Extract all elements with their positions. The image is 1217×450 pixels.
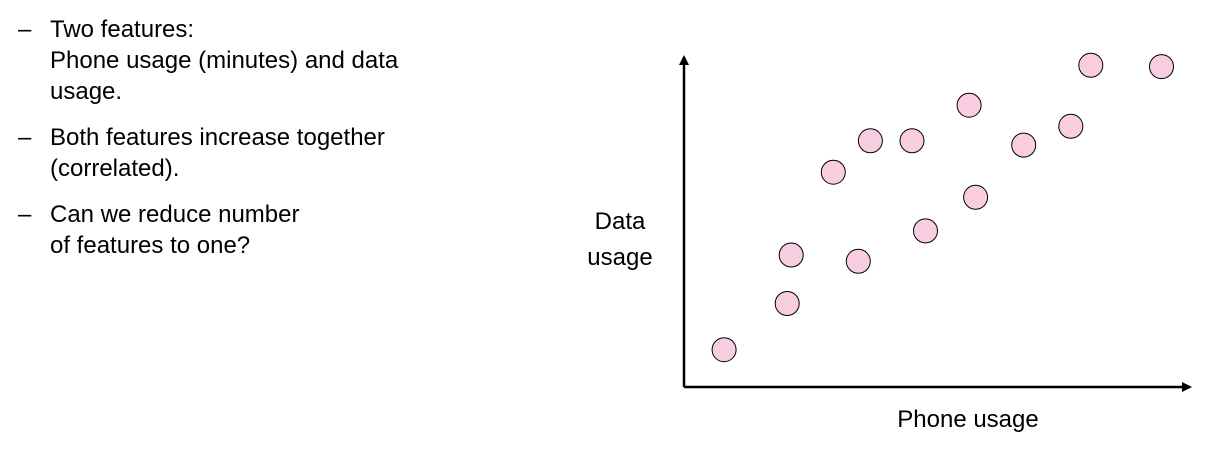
bullet-line: usage. (50, 78, 123, 105)
bullet-line: Phone usage (minutes) and data (50, 47, 399, 74)
scatter-point (774, 291, 800, 316)
scatter-point (899, 128, 925, 154)
scatter-point (820, 159, 846, 185)
x-axis-title: Phone usage (897, 406, 1038, 433)
bullet-line: (correlated). (50, 155, 180, 182)
scatter-point (1011, 132, 1037, 158)
scatter-point (1078, 52, 1104, 78)
y-axis-title-line-1: Data (595, 208, 646, 235)
scatter-point (1058, 113, 1084, 139)
bullet-line: Two features: (50, 16, 195, 43)
bullet-line: Both features increase together (50, 124, 385, 151)
scatter-point (845, 248, 871, 274)
y-axis-title-line-2: usage (587, 244, 652, 271)
scatter-point (913, 218, 938, 244)
bullet-item-correlated: – Both features increase together (corre… (18, 122, 488, 184)
bullet-dash: – (18, 16, 32, 43)
bullet-item-reduce-features: – Can we reduce number of features to on… (18, 199, 488, 261)
data-points (711, 52, 1174, 363)
scatter-point (857, 128, 883, 154)
bullet-dash: – (18, 124, 32, 151)
bullet-list: – Two features: Phone usage (minutes) an… (18, 14, 488, 276)
scatter-point (711, 337, 737, 363)
bullet-line: Can we reduce number (50, 201, 300, 228)
bullet-line: of features to one? (50, 232, 251, 259)
scatter-point (963, 184, 989, 210)
scatter-point (778, 242, 804, 268)
scatter-point (956, 92, 982, 118)
scatter-point (1149, 54, 1174, 80)
bullet-item-two-features: – Two features: Phone usage (minutes) an… (18, 14, 488, 107)
bullet-dash: – (18, 201, 32, 228)
